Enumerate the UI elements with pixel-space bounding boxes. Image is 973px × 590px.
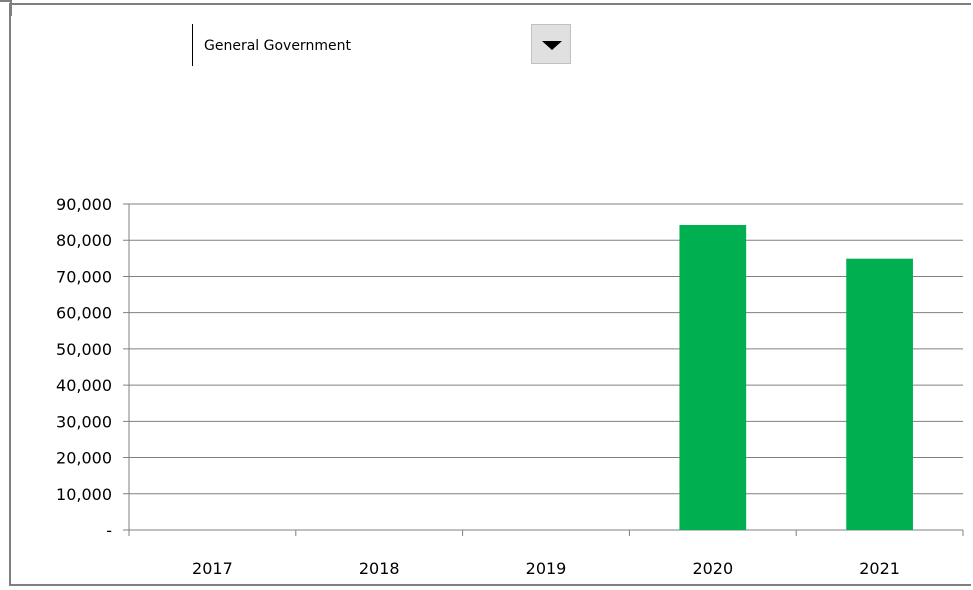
chevron-down-icon	[542, 41, 562, 50]
y-tick-label: -	[106, 521, 112, 540]
y-tick-label: 50,000	[56, 340, 112, 359]
y-tick-label: 20,000	[56, 449, 112, 468]
dropdown-arrow-button[interactable]	[531, 24, 571, 64]
x-tick-label: 2020	[692, 559, 733, 578]
y-tick-label: 80,000	[56, 231, 112, 250]
y-tick-label: 40,000	[56, 376, 112, 395]
x-tick-label: 2017	[192, 559, 233, 578]
x-tick-label: 2019	[526, 559, 567, 578]
y-tick-label: 70,000	[56, 267, 112, 286]
y-tick-label: 60,000	[56, 304, 112, 323]
x-tick-label: 2018	[359, 559, 400, 578]
y-tick-label: 10,000	[56, 485, 112, 504]
frame-corner	[0, 0, 12, 16]
chart-frame	[9, 3, 971, 586]
y-tick-label: 30,000	[56, 412, 112, 431]
dropdown-selected-value: General Government	[204, 38, 351, 54]
sector-dropdown[interactable]: General Government	[192, 24, 572, 66]
y-tick-label: 90,000	[56, 195, 112, 214]
dropdown-divider	[192, 24, 193, 66]
bar-2020	[679, 225, 747, 530]
bar-2021	[846, 258, 913, 530]
x-tick-label: 2021	[859, 559, 900, 578]
